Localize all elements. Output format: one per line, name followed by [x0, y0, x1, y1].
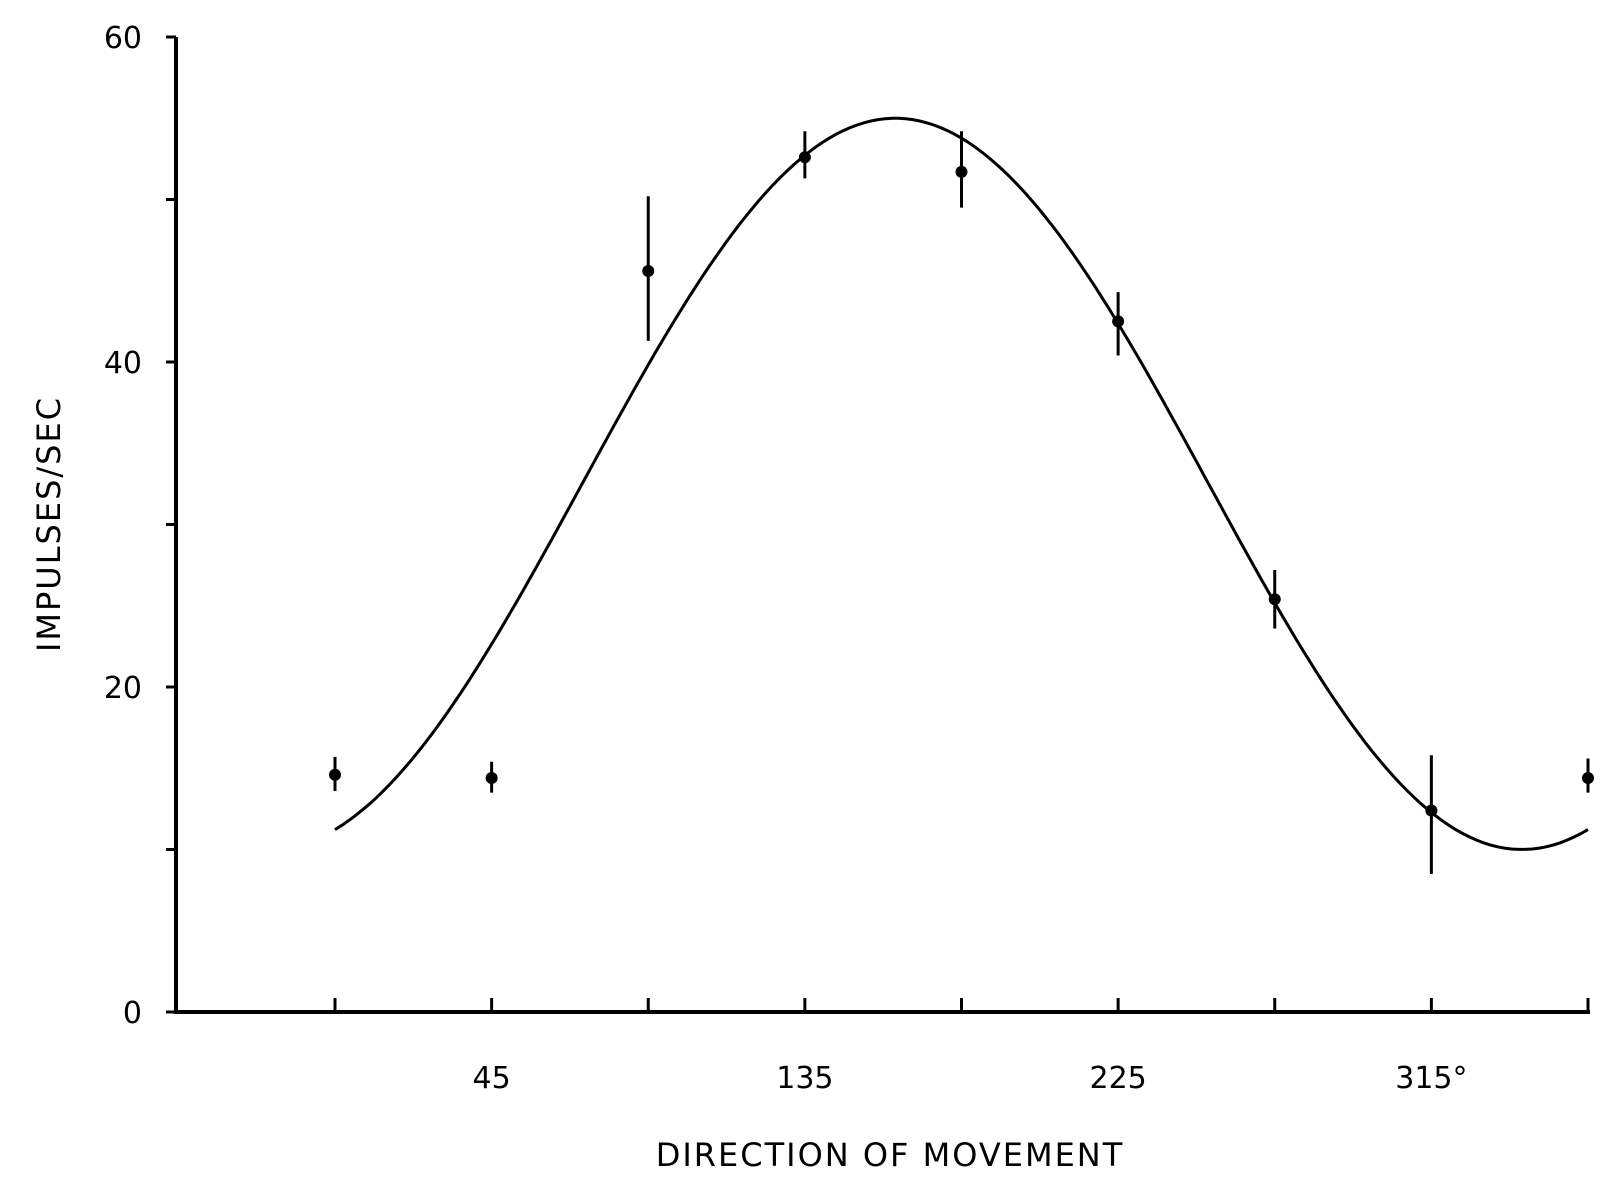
y-tick-label: 0 [123, 996, 142, 1031]
data-point [1112, 315, 1125, 328]
x-axis-title: DIRECTION OF MOVEMENT [656, 1136, 1125, 1174]
y-tick-label: 20 [104, 671, 142, 706]
y-ticks: 0 20 40 60 [104, 21, 176, 1031]
data-point [1268, 593, 1281, 606]
data-point [1582, 772, 1594, 784]
fitted-cosine-curve [334, 116, 1589, 851]
y-tick-label: 40 [104, 346, 142, 381]
x-tick-label: 315° [1395, 1061, 1467, 1096]
data-points [329, 131, 1594, 874]
data-point [955, 165, 968, 178]
data-point [798, 151, 811, 164]
x-tick-label: 225 [1089, 1061, 1146, 1096]
data-point [485, 772, 498, 784]
data-point [1425, 804, 1438, 817]
data-point [329, 768, 341, 781]
x-tick-label: 45 [473, 1061, 511, 1096]
axes [174, 37, 1590, 1014]
x-ticks: 45 135 225 315° [333, 998, 1590, 1096]
data-point [642, 265, 655, 277]
y-tick-label: 60 [104, 21, 142, 56]
y-axis-title: IMPULSES/SEC [30, 396, 68, 652]
x-tick-label: 135 [776, 1061, 833, 1096]
